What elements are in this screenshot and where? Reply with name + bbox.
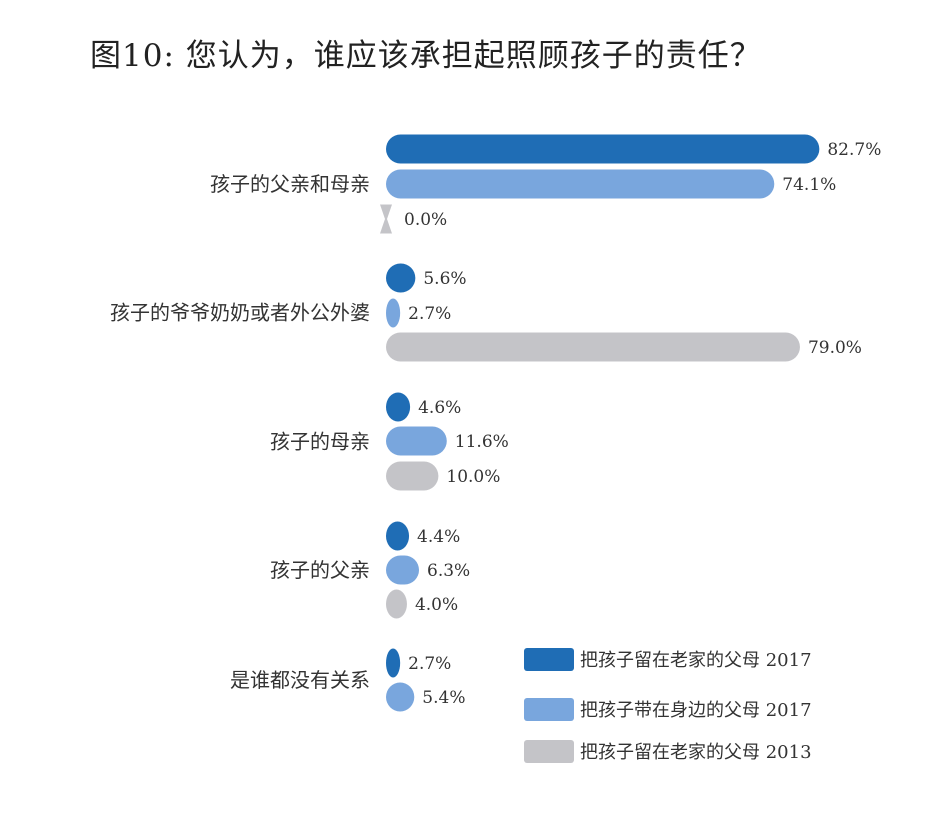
bar: [386, 461, 439, 491]
value-label: 82.7%: [827, 140, 881, 160]
bar: [386, 169, 775, 199]
bar: [386, 555, 420, 585]
bar: [386, 134, 820, 164]
category-label: 孩子的父亲和母亲: [210, 172, 370, 196]
legend-label: 把孩子留在老家的父母 2013: [580, 742, 812, 763]
bar: [386, 426, 447, 456]
bar: [386, 682, 415, 712]
chart-title: 图10: 您认为，谁应该承担起照顾孩子的责任？: [90, 38, 762, 74]
bar: [386, 589, 407, 619]
value-label: 2.7%: [408, 304, 451, 324]
category-label: 孩子的爷爷奶奶或者外公外婆: [110, 301, 370, 325]
value-label: 11.6%: [455, 432, 509, 452]
value-label: 5.4%: [422, 688, 465, 708]
value-label: 4.4%: [417, 527, 460, 547]
legend-swatch: [524, 648, 574, 671]
value-label: 6.3%: [427, 561, 470, 581]
category-label: 孩子的母亲: [270, 430, 370, 454]
category-label: 是谁都没有关系: [230, 668, 370, 692]
value-label: 74.1%: [782, 175, 836, 195]
bar: [386, 263, 416, 293]
bar: [386, 521, 410, 551]
bar: [386, 392, 411, 422]
value-label: 10.0%: [446, 467, 500, 487]
legend-swatch: [524, 698, 574, 721]
bar: [386, 332, 800, 362]
bar: [386, 298, 401, 328]
category-label: 孩子的父亲: [270, 558, 370, 582]
legend-label: 把孩子带在身边的父母 2017: [580, 700, 812, 721]
value-label: 4.0%: [415, 595, 458, 615]
value-label: 2.7%: [408, 654, 451, 674]
value-label: 4.6%: [418, 398, 461, 418]
value-label: 5.6%: [423, 269, 466, 289]
bar: [386, 648, 401, 678]
legend-label: 把孩子留在老家的父母 2017: [580, 650, 812, 671]
value-label: 79.0%: [808, 338, 862, 358]
bar-zero-marker: [380, 204, 392, 234]
value-label: 0.0%: [404, 210, 447, 230]
legend-swatch: [524, 740, 574, 763]
